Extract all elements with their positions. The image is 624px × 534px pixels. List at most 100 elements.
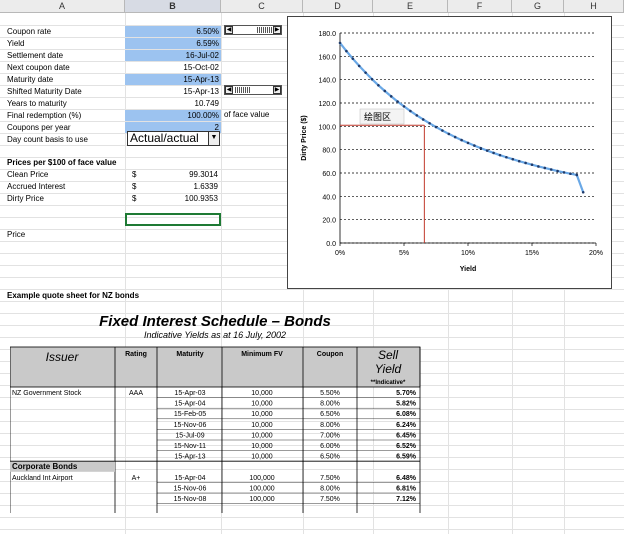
fis-coupon: 6.00%	[320, 443, 340, 450]
column-header-f[interactable]: F	[448, 0, 512, 13]
data-point	[447, 132, 451, 136]
input-value[interactable]: 100.00%	[125, 110, 221, 121]
scroll-right-icon[interactable]: ▶	[273, 86, 281, 94]
input-label: Day count basis to use	[7, 135, 88, 144]
input-label: Next coupon date	[7, 63, 70, 72]
input-value[interactable]: 15-Apr-13	[183, 87, 219, 96]
scroll-left-icon[interactable]: ◀	[225, 26, 233, 34]
data-point	[434, 125, 438, 129]
price-value[interactable]: 1.6339	[193, 182, 218, 191]
coupon-rate-scrollbar[interactable]: ◀ ▶	[224, 25, 282, 35]
scroll-left-icon[interactable]: ◀	[225, 86, 233, 94]
fis-section-bg	[10, 461, 115, 472]
input-label: Years to maturity	[7, 99, 67, 108]
row-gridline	[0, 301, 624, 302]
fis-maturity: 15-Apr-13	[174, 454, 205, 461]
data-point	[370, 77, 374, 81]
fis-coupon: 8.00%	[320, 401, 340, 408]
row-gridline	[0, 505, 624, 506]
column-header-c[interactable]: C	[221, 0, 303, 13]
price-value[interactable]: 99.3014	[189, 170, 218, 179]
y-tick-label: 140.0	[318, 78, 336, 85]
maturity-scrollbar[interactable]: ◀ ▶	[224, 85, 282, 95]
selected-cell[interactable]	[125, 213, 221, 226]
data-point	[485, 149, 489, 152]
fis-issuer: Auckland Int Airport	[12, 475, 73, 482]
data-point	[396, 100, 399, 103]
data-point	[389, 95, 393, 98]
chevron-down-icon[interactable]: ▼	[208, 132, 219, 145]
input-value[interactable]: 6.59%	[125, 38, 221, 49]
column-header-h[interactable]: H	[564, 0, 624, 13]
scroll-right-icon[interactable]: ▶	[273, 26, 281, 34]
column-header-a[interactable]: A	[0, 0, 125, 13]
data-point	[575, 173, 579, 177]
price-value[interactable]: 100.9353	[184, 194, 218, 203]
input-value[interactable]: 15-Apr-13	[125, 74, 221, 85]
fis-yield: 7.12%	[396, 496, 417, 503]
chart-svg: 0.0 20.0 40.0 60.0 80.0 100.0 120.0 140.0 160.0 1…	[301, 31, 603, 273]
fis-coupon: 6.50%	[320, 454, 340, 461]
column-header-b[interactable]: B	[125, 0, 221, 13]
row-gridline	[0, 409, 624, 410]
y-tick-label: 40.0	[322, 194, 336, 201]
input-label: Coupon rate	[7, 27, 52, 36]
data-point	[460, 138, 463, 142]
price-label: Dirty Price	[7, 194, 44, 203]
column-header-g[interactable]: G	[512, 0, 564, 13]
y-axis-label: Dirty Price ($)	[301, 115, 308, 161]
input-value[interactable]: 15-Oct-02	[183, 63, 219, 72]
data-point	[364, 71, 367, 74]
currency-symbol: $	[132, 194, 137, 203]
fis-yield: 6.24%	[396, 422, 417, 429]
fis-minfv: 10,000	[251, 454, 273, 461]
fis-maturity: 15-Apr-04	[174, 475, 205, 482]
fis-header-indicative: **Indicative*	[371, 380, 406, 386]
input-value[interactable]: 6.50%	[125, 26, 221, 37]
scroll-thumb[interactable]	[235, 87, 250, 93]
data-point	[421, 118, 425, 121]
fis-coupon: 6.50%	[320, 411, 340, 418]
fixed-interest-schedule: Fixed Interest Schedule – Bonds Indicati…	[10, 305, 421, 513]
price-yield-chart[interactable]: 0.0 20.0 40.0 60.0 80.0 100.0 120.0 140.0 160.0 1…	[287, 16, 612, 289]
fis-maturity: 15-Nov-06	[174, 485, 207, 492]
fis-header-coupon: Coupon	[317, 351, 343, 358]
data-point	[415, 114, 419, 117]
x-tick-label: 5%	[399, 250, 409, 257]
data-point	[549, 168, 553, 171]
data-point	[473, 144, 476, 147]
data-point	[428, 122, 431, 125]
price-label: Accrued Interest	[7, 182, 66, 191]
input-value[interactable]: 10.749	[194, 99, 219, 108]
input-label: Yield	[7, 39, 25, 48]
row-gridline	[0, 481, 624, 482]
x-tick-label: 15%	[525, 250, 539, 257]
fis-coupon: 7.50%	[320, 496, 340, 503]
fis-coupon: 5.50%	[320, 390, 340, 397]
fis-minfv: 10,000	[251, 401, 273, 408]
data-point	[441, 129, 444, 132]
day-count-dropdown[interactable]: Actual/actual ▼	[127, 131, 220, 146]
data-point	[466, 141, 470, 145]
data-point	[492, 151, 495, 155]
x-tick-label: 0%	[335, 250, 345, 257]
input-value[interactable]: 2	[125, 122, 221, 133]
x-tick-label: 20%	[589, 250, 603, 257]
column-gridline	[125, 13, 126, 534]
fis-coupon: 7.50%	[320, 475, 340, 482]
tooltip-text: 绘图区	[364, 111, 391, 123]
fis-minfv: 10,000	[251, 411, 273, 418]
data-point	[357, 64, 361, 68]
fis-coupon: 7.00%	[320, 432, 340, 439]
data-point	[377, 83, 380, 87]
column-header-e[interactable]: E	[373, 0, 448, 13]
column-header-d[interactable]: D	[303, 0, 373, 13]
scroll-thumb[interactable]	[257, 27, 272, 33]
fis-minfv: 10,000	[251, 443, 273, 450]
input-value[interactable]: 16-Jul-02	[125, 50, 221, 61]
input-label: Settlement date	[7, 51, 64, 60]
fis-maturity: 15-Nov-08	[174, 496, 207, 503]
fis-maturity: 15-Apr-04	[174, 401, 205, 408]
fis-header-bg	[10, 346, 421, 388]
